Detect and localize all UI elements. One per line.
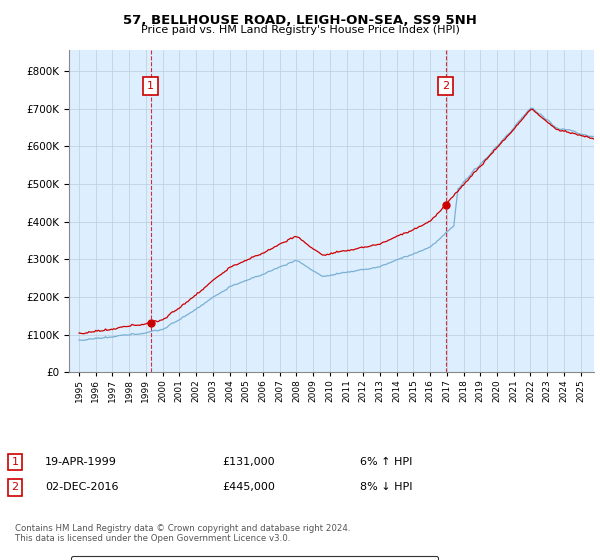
- Text: 57, BELLHOUSE ROAD, LEIGH-ON-SEA, SS9 5NH: 57, BELLHOUSE ROAD, LEIGH-ON-SEA, SS9 5N…: [123, 14, 477, 27]
- Text: 02-DEC-2016: 02-DEC-2016: [45, 482, 119, 492]
- Text: 1: 1: [147, 81, 154, 91]
- Text: 8% ↓ HPI: 8% ↓ HPI: [360, 482, 413, 492]
- Text: £445,000: £445,000: [222, 482, 275, 492]
- Text: 2: 2: [11, 482, 19, 492]
- Text: 2: 2: [442, 81, 449, 91]
- Legend: 57, BELLHOUSE ROAD, LEIGH-ON-SEA, SS9 5NH (detached house), HPI: Average price, : 57, BELLHOUSE ROAD, LEIGH-ON-SEA, SS9 5N…: [71, 556, 439, 560]
- Text: 6% ↑ HPI: 6% ↑ HPI: [360, 457, 412, 467]
- Text: Contains HM Land Registry data © Crown copyright and database right 2024.
This d: Contains HM Land Registry data © Crown c…: [15, 524, 350, 543]
- Text: Price paid vs. HM Land Registry's House Price Index (HPI): Price paid vs. HM Land Registry's House …: [140, 25, 460, 35]
- Text: £131,000: £131,000: [222, 457, 275, 467]
- Text: 1: 1: [11, 457, 19, 467]
- Text: 19-APR-1999: 19-APR-1999: [45, 457, 117, 467]
